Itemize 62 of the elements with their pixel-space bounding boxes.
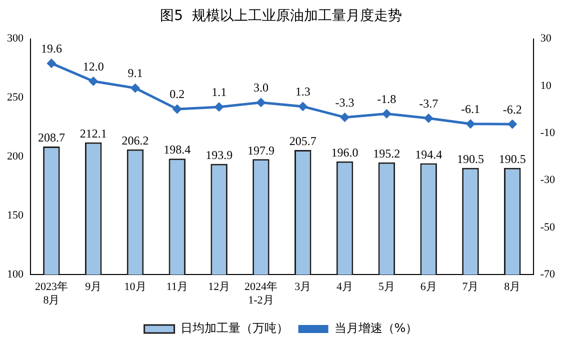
point — [424, 114, 433, 123]
data-label: 1.1 — [212, 85, 227, 100]
chart-title: 图5 规模以上工业原油加工量月度走势 — [160, 8, 402, 24]
y2-tick-label: -50 — [540, 221, 556, 234]
data-label: -3.7 — [419, 96, 438, 110]
point — [382, 110, 391, 118]
data-label: -6.2 — [502, 102, 522, 116]
data-label: 196.0 — [331, 146, 358, 160]
x-tick-label: 2024年 1-2月 — [244, 281, 278, 306]
data-label: 208.7 — [38, 130, 65, 145]
point — [298, 102, 308, 111]
x-tick-label: 2023年 8月 — [34, 281, 68, 306]
x-tick-label: 5月 — [378, 281, 395, 294]
x-tick-label: 6月 — [420, 281, 437, 294]
data-label: 193.9 — [206, 148, 233, 162]
y2-tick-label: -10 — [540, 127, 556, 140]
x-tick-label: 3月 — [294, 281, 312, 294]
data-label: 190.5 — [456, 152, 484, 166]
data-label: 198.4 — [164, 142, 191, 157]
data-label: 9.1 — [128, 66, 143, 80]
data-label: 0.2 — [170, 87, 185, 102]
point — [47, 59, 56, 68]
data-label: -6.1 — [460, 102, 480, 116]
x-tick-label: 7月 — [462, 281, 479, 294]
data-label: 3.0 — [253, 80, 268, 95]
data-label: 205.7 — [289, 134, 316, 148]
data-label: 1.3 — [295, 84, 310, 99]
y-tick-label: 200 — [7, 150, 24, 163]
data-label: 19.6 — [40, 41, 62, 56]
y2-tick-label: -30 — [540, 174, 556, 186]
y-tick-label: 150 — [7, 210, 24, 222]
point — [214, 102, 224, 112]
point — [172, 104, 182, 114]
point — [256, 98, 266, 107]
x-tick-label: 9月 — [85, 281, 102, 294]
point — [89, 76, 98, 86]
data-label: 212.1 — [80, 126, 107, 141]
point — [340, 113, 350, 122]
x-tick-label: 8月 — [504, 281, 521, 294]
x-tick-label: 12月 — [208, 281, 230, 294]
data-label: -3.3 — [335, 95, 354, 110]
data-label: 12.0 — [82, 59, 104, 74]
point — [508, 120, 517, 128]
y2-tick-label: 10 — [540, 80, 552, 92]
y2-tick-label: 30 — [540, 32, 552, 45]
data-label: 194.4 — [415, 147, 442, 162]
x-tick-label: 11月 — [166, 281, 188, 294]
y-tick-label: 300 — [7, 32, 24, 45]
x-tick-label: 10月 — [124, 281, 146, 294]
legend-label: 当月增速（%） — [334, 321, 418, 336]
data-label: 197.9 — [247, 143, 274, 158]
y2-tick-label: -70 — [540, 268, 556, 280]
point — [131, 84, 140, 92]
data-label: 190.5 — [498, 152, 526, 166]
data-label: 206.2 — [122, 134, 149, 148]
point — [466, 120, 475, 128]
data-label: -1.8 — [377, 92, 396, 106]
legend-label: 日均加工量（万吨） — [180, 321, 288, 336]
y-tick-label: 100 — [7, 268, 24, 280]
y-tick-label: 250 — [7, 92, 24, 104]
data-label: 195.2 — [373, 146, 400, 161]
x-tick-label: 4月 — [336, 281, 354, 294]
